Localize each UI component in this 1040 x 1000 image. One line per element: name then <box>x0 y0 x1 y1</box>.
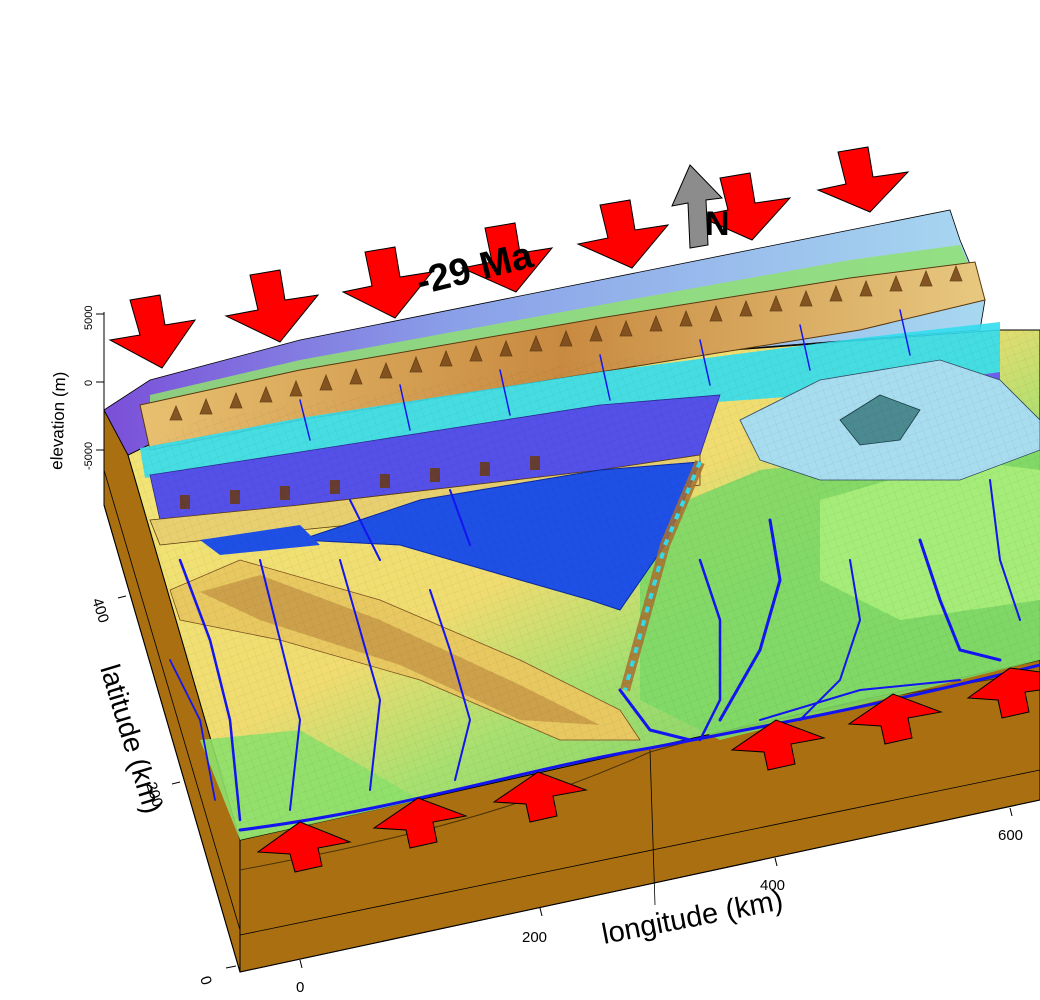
arrow-up-1 <box>256 821 352 873</box>
arrow-down-7 <box>816 146 910 213</box>
z-tick-0: 0 <box>83 380 95 386</box>
y-tick-0: 0 <box>196 974 215 987</box>
arrow-up-4 <box>730 719 826 771</box>
arrow-up-6 <box>966 667 1040 719</box>
arrow-down-2 <box>224 269 320 343</box>
z-axis-label: elevation (m) <box>47 371 69 470</box>
figure-title: -29 Ma <box>412 234 538 304</box>
z-tick-5000: 5000 <box>83 306 95 330</box>
terrain-surface <box>103 209 1040 841</box>
arrow-down-6 <box>696 172 792 241</box>
arrow-down-5 <box>576 199 670 269</box>
y-tick-200: 200 <box>142 780 166 809</box>
arrow-down-1 <box>108 294 197 369</box>
north-arrow: N <box>671 164 730 249</box>
arrow-up-5 <box>847 693 943 745</box>
arrow-up-2 <box>372 797 468 849</box>
arrow-up-3 <box>492 771 588 823</box>
x-axis-label: longitude (km) <box>599 884 785 950</box>
x-tick-0: 0 <box>296 979 304 996</box>
convergence-arrows-south <box>256 667 1040 873</box>
arrow-down-3 <box>341 246 434 319</box>
x-tick-600: 600 <box>998 827 1023 844</box>
river-network <box>169 309 1040 832</box>
arrow-down-4 <box>460 222 554 293</box>
north-label: N <box>705 205 730 243</box>
elevation-axis: 5000 0 -5000 elevation (m) <box>47 306 105 505</box>
convergence-arrows-north <box>108 146 910 369</box>
y-tick-400: 400 <box>88 596 112 625</box>
x-tick-400: 400 <box>760 877 785 894</box>
z-tick-minus-5000: -5000 <box>83 442 95 470</box>
x-tick-200: 200 <box>522 929 547 946</box>
